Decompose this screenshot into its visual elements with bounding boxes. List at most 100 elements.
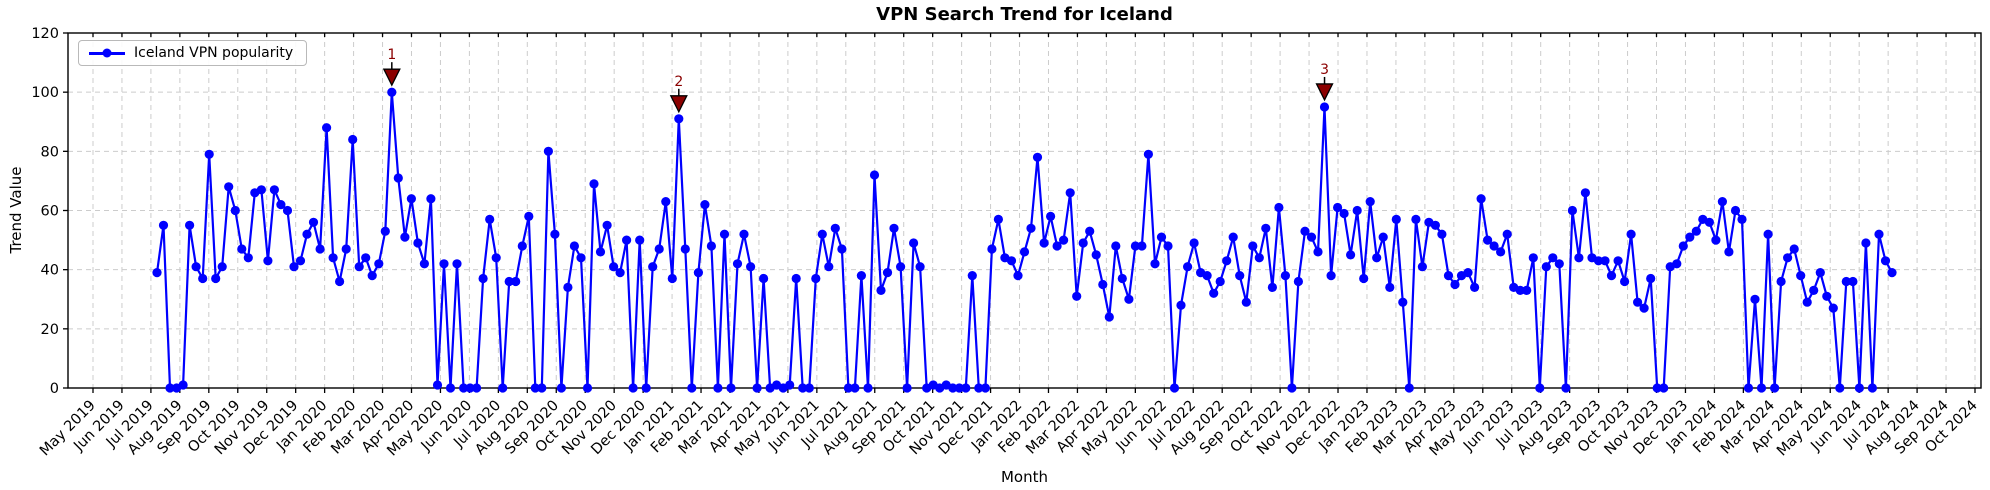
data-point <box>1124 294 1134 304</box>
data-point <box>798 383 808 393</box>
data-point <box>1156 232 1167 242</box>
data-point <box>1652 383 1662 393</box>
x-axis-label: Month <box>1000 468 1048 486</box>
data-point <box>1887 268 1897 278</box>
data-point <box>243 253 253 263</box>
data-point <box>1815 268 1825 278</box>
data-point <box>1848 276 1858 287</box>
data-point <box>1685 232 1695 242</box>
data-point <box>1391 214 1401 224</box>
data-point <box>1326 271 1336 281</box>
data-point <box>1854 383 1864 393</box>
y-tick-label: 60 <box>41 204 59 220</box>
data-point <box>948 383 958 393</box>
data-point <box>1137 241 1147 251</box>
data-point <box>1019 247 1030 257</box>
data-point <box>1026 223 1036 233</box>
data-point <box>1880 256 1891 266</box>
data-point <box>1796 271 1806 281</box>
data-point <box>1104 312 1114 322</box>
y-tick-label: 40 <box>41 263 59 279</box>
data-point <box>1593 256 1604 266</box>
y-tick-label: 120 <box>31 26 59 42</box>
data-point <box>1802 297 1812 307</box>
data-point <box>1717 197 1727 207</box>
data-point <box>882 268 893 278</box>
data-point <box>569 241 580 251</box>
data-point <box>191 262 201 272</box>
data-point <box>1378 232 1388 242</box>
data-point <box>1672 259 1682 269</box>
data-point <box>1209 288 1219 298</box>
annotation-number: 1 <box>387 47 396 63</box>
data-point <box>289 262 299 272</box>
data-point <box>622 235 632 245</box>
data-point <box>1763 229 1773 239</box>
data-point <box>1032 152 1043 162</box>
annotation-caret-icon <box>669 95 688 114</box>
data-point <box>896 262 906 272</box>
data-point <box>1006 256 1017 266</box>
data-point <box>256 185 266 195</box>
data-point <box>1430 220 1440 230</box>
data-point <box>1117 273 1127 284</box>
data-point <box>739 229 749 239</box>
data-point <box>1183 262 1193 272</box>
data-point <box>1450 279 1460 290</box>
data-point <box>1267 282 1277 292</box>
data-point <box>1059 235 1069 245</box>
y-tick-label: 80 <box>41 144 59 160</box>
data-point <box>974 383 984 393</box>
data-point <box>1522 285 1532 295</box>
data-point <box>1261 223 1271 233</box>
data-point <box>1202 271 1212 281</box>
data-point <box>387 87 397 97</box>
data-point <box>1404 383 1414 393</box>
annotation-number: 2 <box>674 74 683 90</box>
data-point <box>465 383 475 393</box>
data-point <box>413 238 423 248</box>
data-point <box>1287 383 1297 393</box>
data-point <box>1756 383 1767 393</box>
data-point <box>732 259 743 269</box>
data-point <box>667 273 677 284</box>
data-point <box>1215 276 1225 287</box>
data-point <box>452 259 462 269</box>
data-point <box>954 383 964 393</box>
data-point <box>335 276 345 287</box>
data-point <box>674 114 684 124</box>
data-point <box>348 134 358 145</box>
data-point <box>1541 262 1551 272</box>
data-point <box>1639 303 1649 313</box>
data-point <box>1372 253 1382 263</box>
data-point <box>302 229 312 239</box>
data-point <box>628 383 638 393</box>
data-point <box>1072 291 1082 301</box>
annotation-number: 3 <box>1320 62 1329 78</box>
data-point <box>1711 235 1721 245</box>
data-point <box>1039 238 1049 248</box>
data-point <box>1130 241 1140 251</box>
data-point <box>1704 217 1714 227</box>
data-point <box>1730 205 1741 216</box>
data-point <box>1776 276 1786 287</box>
data-point <box>315 244 325 254</box>
data-point <box>1443 271 1454 281</box>
data-point <box>269 185 279 195</box>
chart-title: VPN Search Trend for Iceland <box>876 4 1173 25</box>
data-point <box>1496 247 1506 257</box>
data-point <box>961 383 971 393</box>
data-point <box>1065 188 1075 198</box>
data-point <box>328 253 338 263</box>
data-point <box>1750 294 1760 304</box>
data-point <box>817 229 827 239</box>
data-point <box>1489 241 1499 251</box>
data-point <box>1633 297 1643 307</box>
data-point <box>361 253 371 263</box>
data-point <box>726 383 736 393</box>
data-point <box>1828 303 1838 313</box>
data-point <box>609 262 619 272</box>
data-point <box>459 383 469 393</box>
data-point <box>524 211 534 221</box>
